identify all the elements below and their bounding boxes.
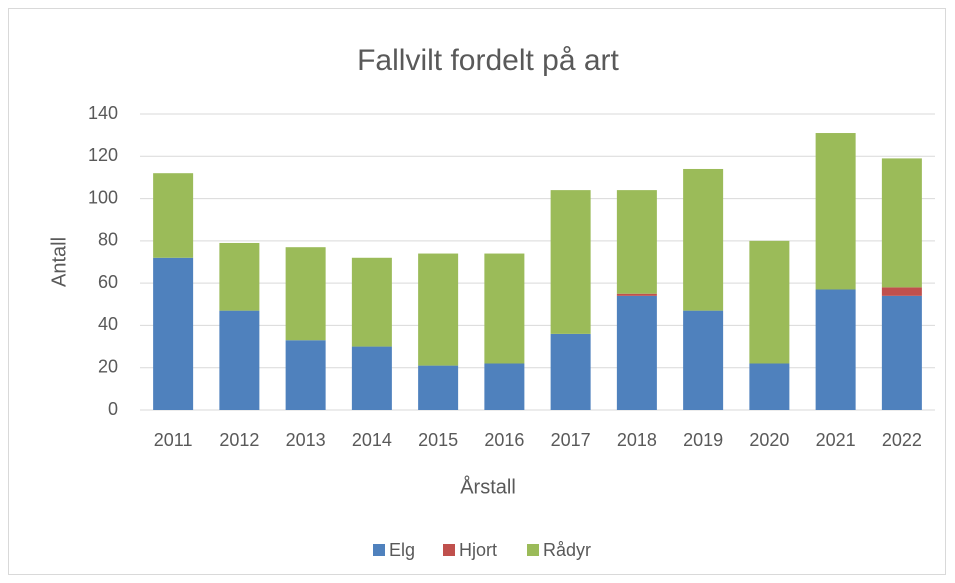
y-tick-label: 60 bbox=[98, 272, 118, 292]
bar-segment bbox=[881, 287, 922, 296]
bar-segment bbox=[749, 240, 790, 364]
bar-segment bbox=[285, 247, 326, 341]
y-tick-label: 0 bbox=[108, 399, 118, 419]
legend-label: Elg bbox=[389, 540, 415, 560]
bar-segment bbox=[219, 242, 260, 311]
x-tick-label: 2015 bbox=[418, 430, 458, 450]
bar-segment bbox=[219, 310, 260, 410]
x-tick-label: 2019 bbox=[683, 430, 723, 450]
x-tick-label: 2017 bbox=[551, 430, 591, 450]
x-tick-label: 2020 bbox=[749, 430, 789, 450]
legend-swatch bbox=[443, 544, 455, 556]
x-tick-label: 2011 bbox=[154, 430, 193, 450]
bar-segment bbox=[550, 333, 591, 410]
bar-segment bbox=[616, 293, 657, 296]
bar-segment bbox=[550, 190, 591, 334]
bar-segment bbox=[153, 257, 194, 410]
legend-swatch bbox=[373, 544, 385, 556]
bar-segment bbox=[683, 168, 724, 311]
bar-segment bbox=[351, 346, 392, 410]
bar-segment bbox=[351, 257, 392, 347]
x-tick-label: 2016 bbox=[484, 430, 524, 450]
y-tick-label: 40 bbox=[98, 314, 118, 334]
bar-segment bbox=[285, 340, 326, 410]
x-tick-label: 2021 bbox=[816, 430, 856, 450]
bar-segment bbox=[418, 365, 459, 410]
legend-label: Hjort bbox=[459, 540, 497, 560]
bar-segment bbox=[616, 295, 657, 410]
bar-segment bbox=[815, 289, 856, 410]
bar-segment bbox=[484, 363, 525, 410]
y-tick-label: 120 bbox=[88, 145, 118, 165]
legend-swatch bbox=[527, 544, 539, 556]
x-axis-title: Årstall bbox=[460, 475, 516, 498]
y-tick-label: 100 bbox=[88, 187, 118, 207]
y-axis-title: Antall bbox=[48, 237, 70, 287]
chart-title: Fallvilt fordelt på art bbox=[357, 44, 619, 77]
bar-segment bbox=[153, 173, 194, 258]
x-tick-label: 2012 bbox=[219, 430, 259, 450]
bar-segment bbox=[881, 158, 922, 288]
y-tick-label: 140 bbox=[88, 103, 118, 123]
bar-segment bbox=[683, 310, 724, 410]
bar-segment bbox=[484, 253, 525, 364]
y-tick-label: 20 bbox=[98, 356, 118, 376]
y-tick-label: 80 bbox=[98, 230, 118, 250]
x-tick-label: 2014 bbox=[352, 430, 392, 450]
bar-segment bbox=[815, 133, 856, 290]
bar-segment bbox=[881, 295, 922, 410]
bar-segment bbox=[616, 190, 657, 294]
x-tick-label: 2018 bbox=[617, 430, 657, 450]
bar-segment bbox=[418, 253, 459, 366]
bar-segment bbox=[749, 363, 790, 410]
legend-label: Rådyr bbox=[543, 540, 591, 560]
x-tick-label: 2022 bbox=[882, 430, 922, 450]
x-tick-label: 2013 bbox=[286, 430, 326, 450]
